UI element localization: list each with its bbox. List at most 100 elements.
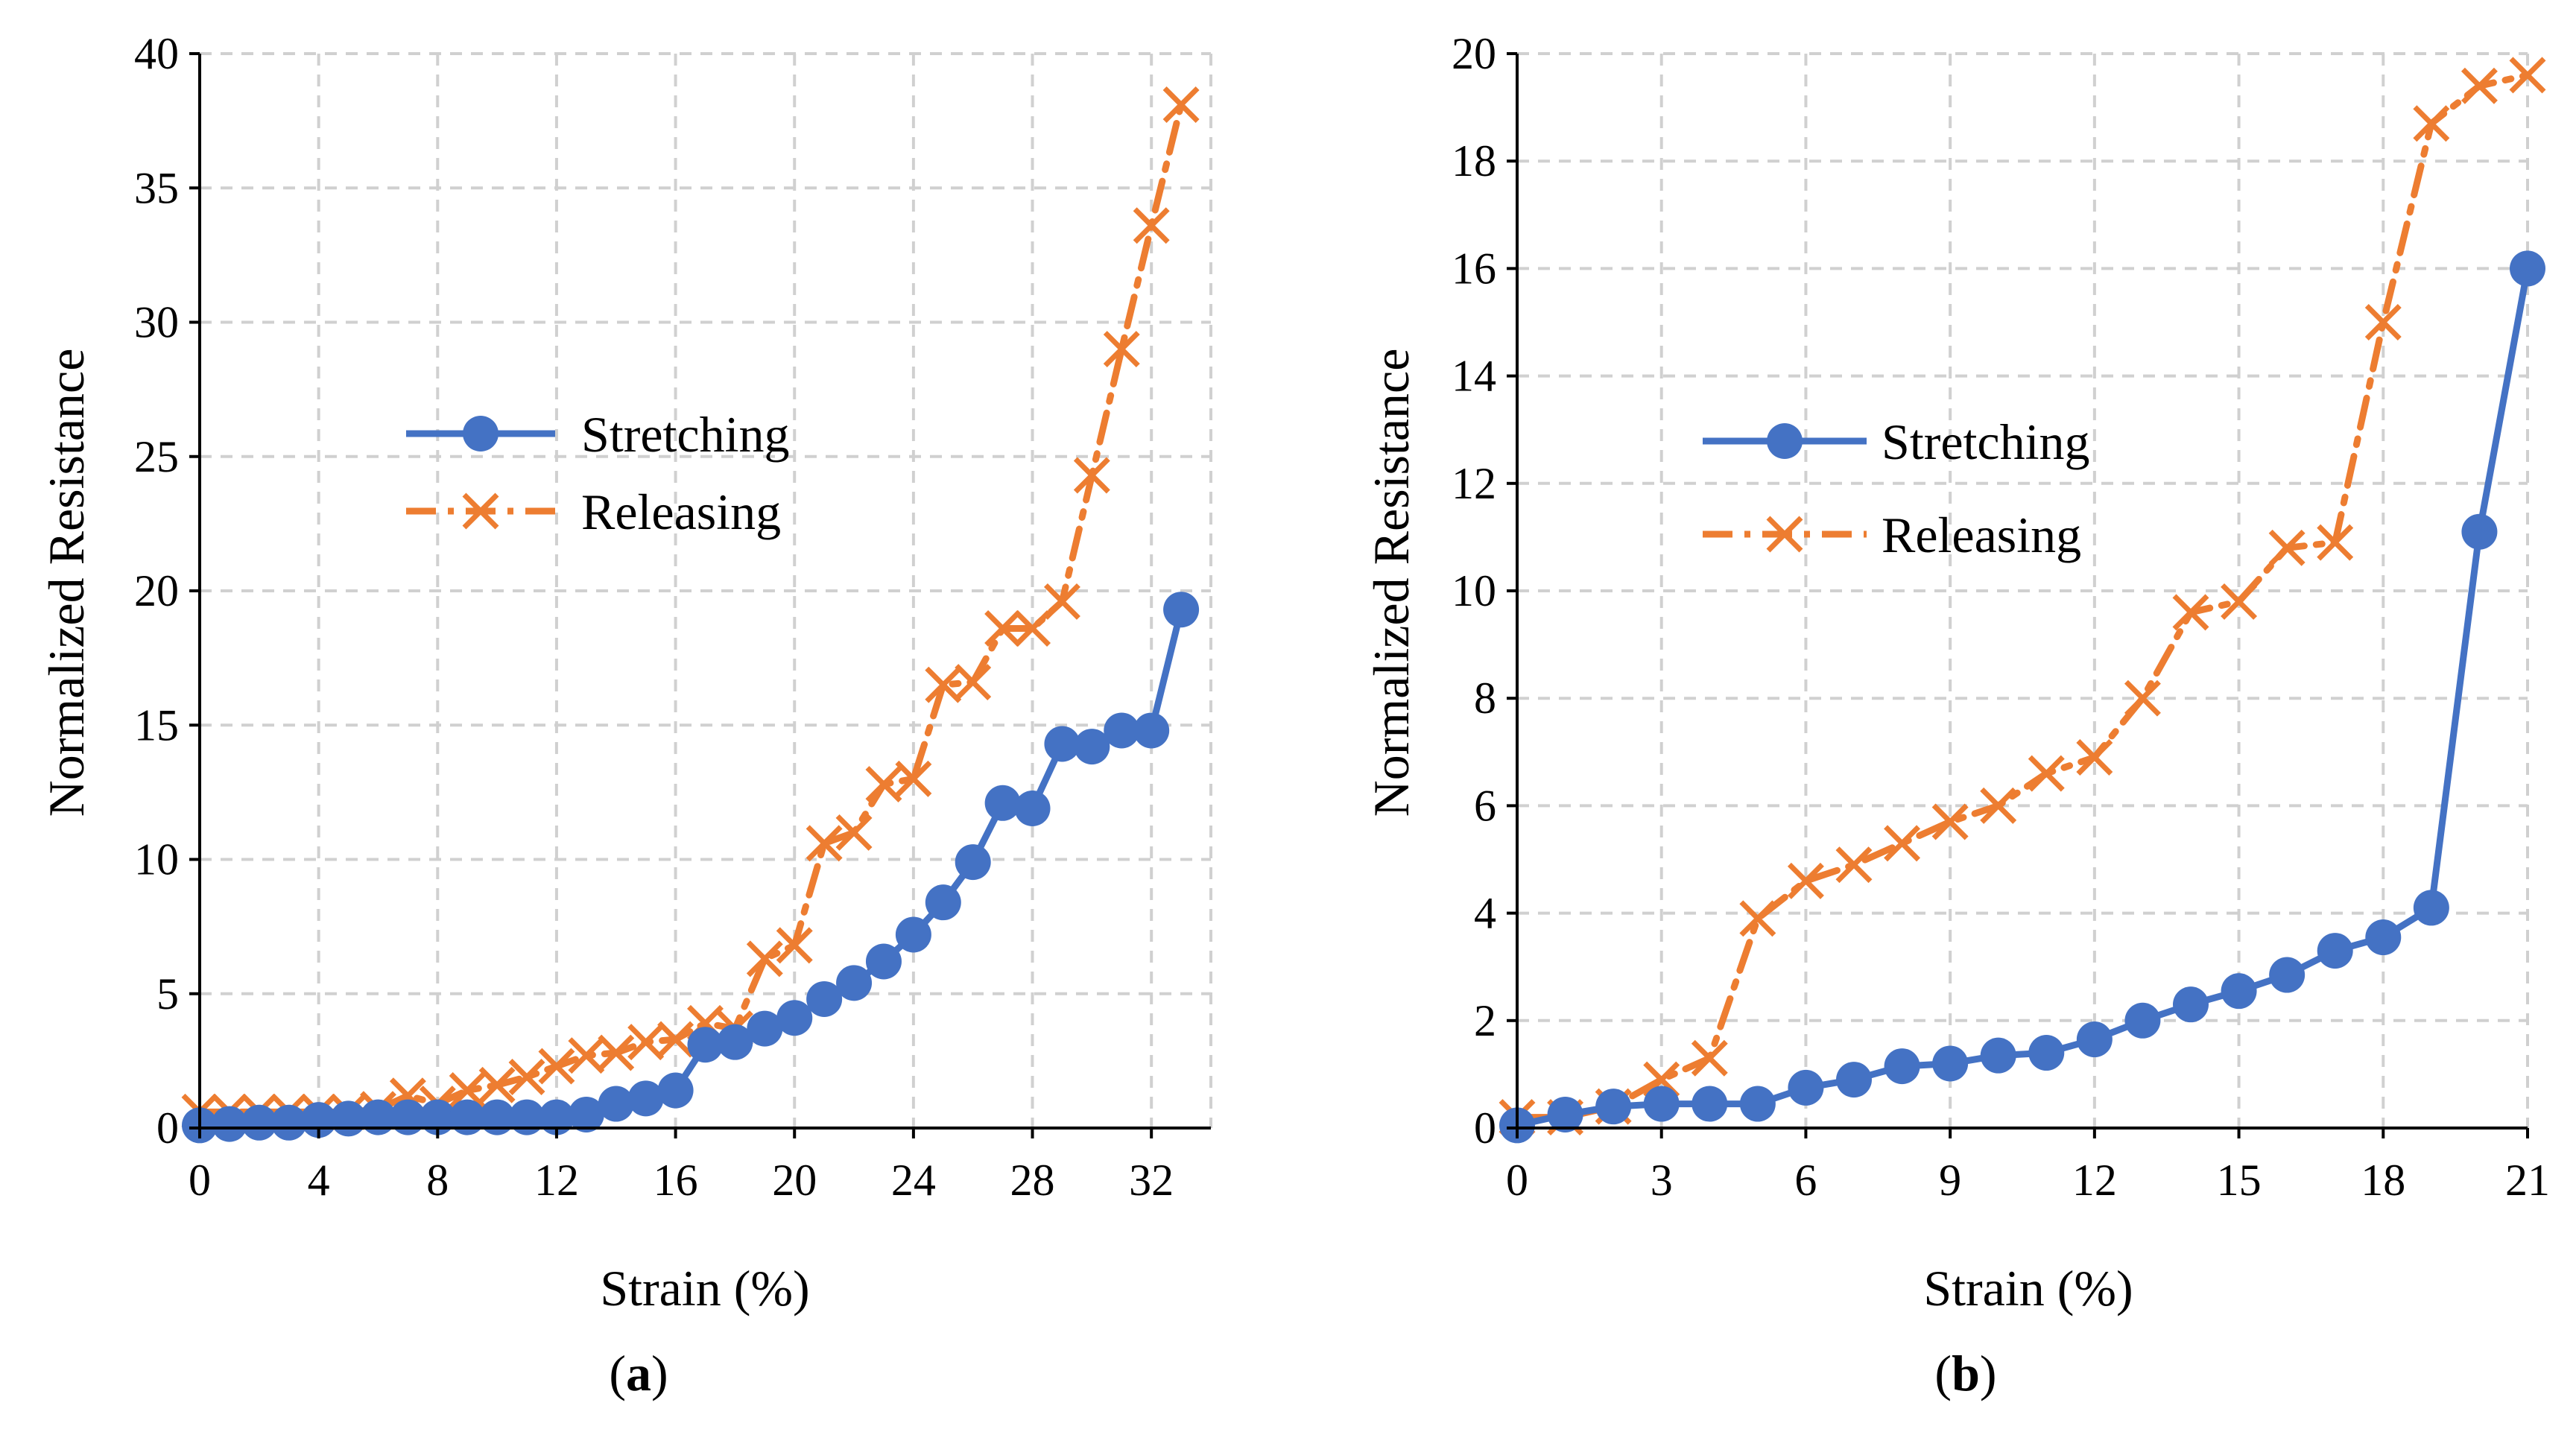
panel-b-point-stretching-9 bbox=[1932, 1045, 1969, 1082]
panel-a-point-stretching-29 bbox=[1044, 726, 1080, 762]
panel-a-caption-close: ) bbox=[651, 1345, 668, 1401]
panel-a-x-tick-label-8: 32 bbox=[1129, 1156, 1174, 1205]
panel-b-caption-close: ) bbox=[1980, 1345, 1997, 1401]
panel-a-point-releasing-9 bbox=[449, 1072, 486, 1109]
panel-a-chart: 0 5 10 15 20 25 30 35 40 0 4 8 12 16 20 24 28 32 Strain (… bbox=[38, 29, 1212, 1401]
panel-a-x-tick-label-7: 28 bbox=[1010, 1156, 1055, 1205]
panel-a-point-releasing-32 bbox=[1133, 207, 1170, 244]
panel-a-point-stretching-22 bbox=[836, 965, 873, 1001]
panel-a-legend-releasing-label: Releasing bbox=[581, 484, 781, 540]
panel-b-point-stretching-15 bbox=[2221, 973, 2257, 1010]
panel-b-point-stretching-5 bbox=[1739, 1086, 1776, 1122]
panel-a-y-tick-label-0: 0 bbox=[156, 1103, 179, 1153]
panel-b-point-stretching-11 bbox=[2028, 1035, 2065, 1071]
panel-a-point-stretching-19 bbox=[747, 1010, 783, 1047]
panel-b-y-axis-label: Normalized Resistance bbox=[1363, 349, 1420, 817]
panel-a-legend-stretching-marker bbox=[463, 416, 499, 452]
panel-b-y-tick-label-10: 20 bbox=[1452, 29, 1496, 78]
panel-b-point-releasing-10 bbox=[1980, 787, 2017, 824]
panel-b-point-releasing-5 bbox=[1739, 900, 1776, 937]
panel-a-point-releasing-28 bbox=[1014, 609, 1051, 647]
panel-a-point-releasing-16 bbox=[657, 1021, 694, 1058]
panel-a-point-releasing-31 bbox=[1103, 331, 1140, 368]
panel-b-y-tick-label-3: 6 bbox=[1474, 781, 1496, 830]
panel-a-point-releasing-14 bbox=[598, 1034, 635, 1071]
panel-a-point-releasing-26 bbox=[955, 664, 992, 701]
panel-a-x-tick-label-3: 12 bbox=[534, 1156, 579, 1205]
panel-b-point-stretching-19 bbox=[2413, 890, 2449, 926]
panel-b-point-releasing-8 bbox=[1884, 825, 1921, 862]
panel-a-point-releasing-13 bbox=[568, 1037, 605, 1074]
panel-a-tick-labels: 0 5 10 15 20 25 30 35 40 0 4 8 12 16 20 24 28 32 bbox=[134, 29, 1174, 1205]
panel-a-y-tick-label-2: 10 bbox=[134, 835, 179, 884]
panel-a-point-stretching-15 bbox=[627, 1080, 664, 1117]
panel-a-axes bbox=[189, 52, 1211, 1138]
panel-a-point-stretching-23 bbox=[865, 943, 902, 980]
panel-a-point-releasing-30 bbox=[1073, 457, 1110, 494]
panel-a-point-releasing-12 bbox=[538, 1048, 575, 1085]
panel-b-x-tick-label-0: 0 bbox=[1506, 1156, 1528, 1205]
panel-a-point-releasing-22 bbox=[835, 814, 873, 851]
panel-a-y-tick-label-4: 20 bbox=[134, 566, 179, 615]
panel-b-legend: Stretching Releasing bbox=[1703, 414, 2090, 563]
panel-b-point-releasing-13 bbox=[2124, 679, 2161, 717]
panel-b-point-releasing-20 bbox=[2461, 67, 2498, 104]
panel-b-tick-labels: 0 2 4 6 8 10 12 14 16 18 20 0 3 6 9 12 15 18 21 bbox=[1452, 29, 2550, 1205]
panel-a-point-stretching-28 bbox=[1014, 791, 1051, 827]
panel-b-x-tick-label-3: 9 bbox=[1939, 1156, 1961, 1205]
panel-a-point-releasing-23 bbox=[865, 766, 902, 803]
panel-b-point-stretching-6 bbox=[1788, 1069, 1824, 1106]
panel-a-point-stretching-30 bbox=[1074, 729, 1110, 765]
panel-a-point-stretching-18 bbox=[717, 1024, 753, 1060]
panel-a-y-tick-label-3: 15 bbox=[134, 700, 179, 750]
panel-a-x-axis-label: Strain (%) bbox=[600, 1260, 809, 1317]
panel-a-point-releasing-29 bbox=[1043, 583, 1080, 620]
panel-a-caption-letter: a bbox=[626, 1345, 651, 1401]
panel-b-point-stretching-1 bbox=[1547, 1096, 1583, 1132]
panel-a-legend-stretching-label: Stretching bbox=[581, 406, 790, 463]
panel-a-series bbox=[181, 86, 1200, 1144]
panel-a-point-stretching-9 bbox=[449, 1099, 486, 1135]
panel-b-caption-letter: b bbox=[1952, 1345, 1980, 1401]
panel-a-point-stretching-31 bbox=[1104, 712, 1140, 749]
panel-a-point-stretching-7 bbox=[390, 1099, 426, 1135]
panel-b-point-stretching-17 bbox=[2317, 933, 2353, 969]
panel-a-caption-open: ( bbox=[609, 1345, 626, 1401]
panel-a-point-stretching-16 bbox=[657, 1072, 694, 1109]
panel-a-point-stretching-25 bbox=[925, 884, 961, 921]
panel-b-x-axis-label: Strain (%) bbox=[1923, 1260, 2133, 1317]
panel-b-x-tick-label-1: 3 bbox=[1651, 1156, 1673, 1205]
panel-a-y-tick-label-8: 40 bbox=[134, 29, 179, 78]
panel-b-legend-stretching-marker bbox=[1767, 423, 1803, 459]
panel-b-point-stretching-18 bbox=[2365, 919, 2402, 956]
panel-a-point-stretching-13 bbox=[568, 1096, 604, 1132]
panel-b-y-tick-label-4: 8 bbox=[1474, 674, 1496, 723]
panel-b-point-releasing-17 bbox=[2317, 524, 2354, 561]
panel-a-point-stretching-20 bbox=[776, 1000, 813, 1036]
panel-b-x-tick-label-5: 15 bbox=[2217, 1156, 2262, 1205]
panel-a-caption: (a) bbox=[609, 1345, 668, 1401]
panel-a-point-stretching-26 bbox=[955, 844, 991, 881]
panel-a-point-releasing-15 bbox=[627, 1024, 665, 1061]
panel-b-point-releasing-9 bbox=[1931, 803, 1969, 840]
panel-a-point-releasing-27 bbox=[984, 609, 1022, 647]
panel-b-x-tick-label-4: 12 bbox=[2072, 1156, 2117, 1205]
panel-a-x-tick-label-5: 20 bbox=[772, 1156, 817, 1205]
panel-b-point-releasing-16 bbox=[2268, 529, 2306, 566]
panel-a-y-tick-label-5: 25 bbox=[134, 432, 179, 481]
panel-b-grid bbox=[1517, 52, 2529, 1128]
panel-a-point-stretching-12 bbox=[538, 1099, 575, 1135]
panel-a-x-tick-label-2: 8 bbox=[426, 1156, 449, 1205]
panel-a-point-stretching-32 bbox=[1133, 712, 1170, 749]
panel-a-point-stretching-14 bbox=[598, 1086, 634, 1122]
panel-b-point-stretching-16 bbox=[2269, 957, 2306, 993]
panel-a-point-releasing-24 bbox=[895, 760, 932, 797]
panel-b-point-releasing-19 bbox=[2413, 105, 2450, 142]
panel-a-point-stretching-8 bbox=[420, 1099, 456, 1135]
panel-b-caption: (b) bbox=[1934, 1345, 1996, 1401]
panel-b-point-stretching-21 bbox=[2510, 250, 2545, 287]
panel-a-x-tick-label-4: 16 bbox=[654, 1156, 698, 1205]
panel-a-x-tick-label-6: 24 bbox=[891, 1156, 936, 1205]
panel-a-point-releasing-33 bbox=[1162, 86, 1200, 123]
